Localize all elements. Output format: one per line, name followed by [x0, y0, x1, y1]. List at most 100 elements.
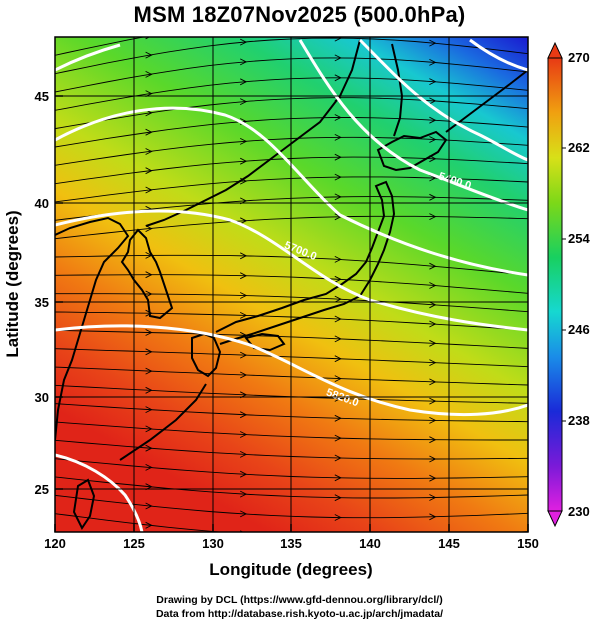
streamline	[55, 37, 146, 56]
colorbar-tick-label: 246	[568, 322, 590, 337]
streamline-arrow	[429, 174, 437, 182]
streamline-arrow	[429, 282, 437, 289]
streamline-arrow	[429, 136, 437, 143]
streamline-arrow	[240, 551, 246, 557]
streamline-arrow	[429, 359, 437, 367]
coastline-ryukyu	[119, 383, 207, 461]
streamline-arrow	[334, 494, 342, 502]
streamline-arrow	[335, 0, 341, 1]
streamline-arrow	[145, 51, 153, 59]
streamline-arrow	[145, 225, 153, 233]
streamline-arrow	[429, 339, 437, 347]
streamline-arrow	[146, 14, 152, 20]
x-tick-label: 145	[438, 536, 460, 551]
streamline-arrow	[429, 533, 435, 539]
streamline-arrow	[334, 454, 342, 462]
x-tick-label: 120	[44, 536, 66, 551]
streamline-arrow	[429, 513, 437, 521]
streamline-arrow	[334, 474, 342, 482]
streamline-arrow	[429, 301, 437, 309]
streamline-arrow	[429, 39, 437, 47]
colorbar-max-triangle	[547, 41, 563, 59]
contour-line-7	[55, 43, 121, 72]
streamline-arrow	[334, 355, 342, 363]
colorbar-min-triangle	[547, 510, 563, 528]
streamline-arrow	[239, 58, 248, 66]
colorbar-tick-label: 270	[568, 50, 590, 65]
streamline-arrow	[429, 78, 437, 86]
y-tick-label: 30	[35, 390, 49, 405]
streamline-arrow	[334, 153, 342, 161]
streamline-arrow	[429, 116, 437, 124]
contour-line-4	[55, 209, 528, 332]
streamline-arrow	[239, 450, 248, 458]
streamline-arrow	[334, 514, 342, 521]
streamline-arrow	[334, 114, 342, 121]
contour-line-5	[55, 324, 528, 417]
y-tick-labels: 25 30 35 40 45	[35, 89, 49, 497]
streamline-arrow	[239, 217, 248, 225]
x-axis-label: Longitude (degrees)	[209, 560, 372, 579]
streamline-arrow	[334, 394, 342, 402]
colorbar-tick-label: 262	[568, 140, 590, 155]
streamline-arrow	[145, 148, 153, 155]
y-axis-label: Latitude (degrees)	[3, 210, 22, 357]
streamline	[55, 37, 58, 38]
streamline-arrow	[334, 74, 342, 82]
colorbar-tick-label: 254	[568, 231, 590, 246]
streamline-arrow	[145, 386, 153, 394]
streamline-arrow	[145, 367, 153, 375]
colorbar-tick-label: 230	[568, 504, 590, 519]
coastline-hokkaido	[376, 130, 448, 172]
streamline-arrow	[429, 58, 437, 66]
streamline-arrow	[145, 425, 153, 433]
streamline-arrow	[429, 494, 437, 501]
streamline-arrow	[239, 38, 248, 46]
streamline-arrow	[334, 434, 342, 442]
y-tick-label: 40	[35, 196, 49, 211]
streamline-arrow	[240, 19, 246, 25]
streamline-arrow	[429, 552, 435, 558]
y-tick-label: 45	[35, 89, 49, 104]
streamline-arrow	[240, 0, 246, 5]
streamline-arrow	[429, 436, 437, 444]
streamline-arrow	[334, 335, 342, 343]
streamline-arrow	[429, 455, 437, 463]
streamline-arrow	[334, 414, 342, 422]
coastline-korea	[120, 228, 174, 320]
x-tick-label: 140	[359, 536, 381, 551]
coastline-taiwan	[72, 478, 96, 530]
streamline-arrow	[145, 309, 153, 317]
streamline-arrow	[145, 290, 153, 298]
colorbar-tick-label: 238	[568, 413, 590, 428]
streamline-arrow	[239, 78, 248, 86]
streamline-arrow	[145, 444, 153, 452]
streamline-arrow	[334, 173, 342, 181]
streamline-arrow	[239, 272, 248, 280]
streamline-arrow	[239, 351, 248, 359]
streamline-arrow	[145, 271, 153, 279]
contour-line-2	[298, 39, 528, 212]
axis-tick-marks	[54, 95, 529, 532]
streamline-arrow	[239, 411, 248, 419]
colorbar: 270 262 254 246 238 230	[547, 41, 590, 528]
streamline-arrow	[239, 157, 248, 165]
streamline-arrow	[334, 375, 342, 383]
contour-line-6	[55, 453, 144, 532]
streamline-arrow	[429, 262, 437, 270]
streamline-arrow	[145, 167, 153, 175]
streamline-arrow	[429, 320, 437, 328]
streamline-arrow	[429, 397, 437, 405]
x-tick-label: 150	[517, 536, 539, 551]
streamline-arrow	[429, 2, 435, 8]
streamline-arrow	[334, 255, 342, 263]
streamline-arrow	[239, 311, 248, 319]
coastline-china-coast	[55, 216, 130, 441]
streamline-arrow	[239, 510, 248, 518]
lat-lon-grid	[55, 37, 528, 532]
streamline-arrow	[334, 133, 342, 141]
streamline-arrow	[145, 521, 153, 529]
streamline-arrow	[334, 295, 342, 303]
credit-drawing: Drawing by DCL (https://www.gfd-dennou.o…	[156, 594, 443, 606]
